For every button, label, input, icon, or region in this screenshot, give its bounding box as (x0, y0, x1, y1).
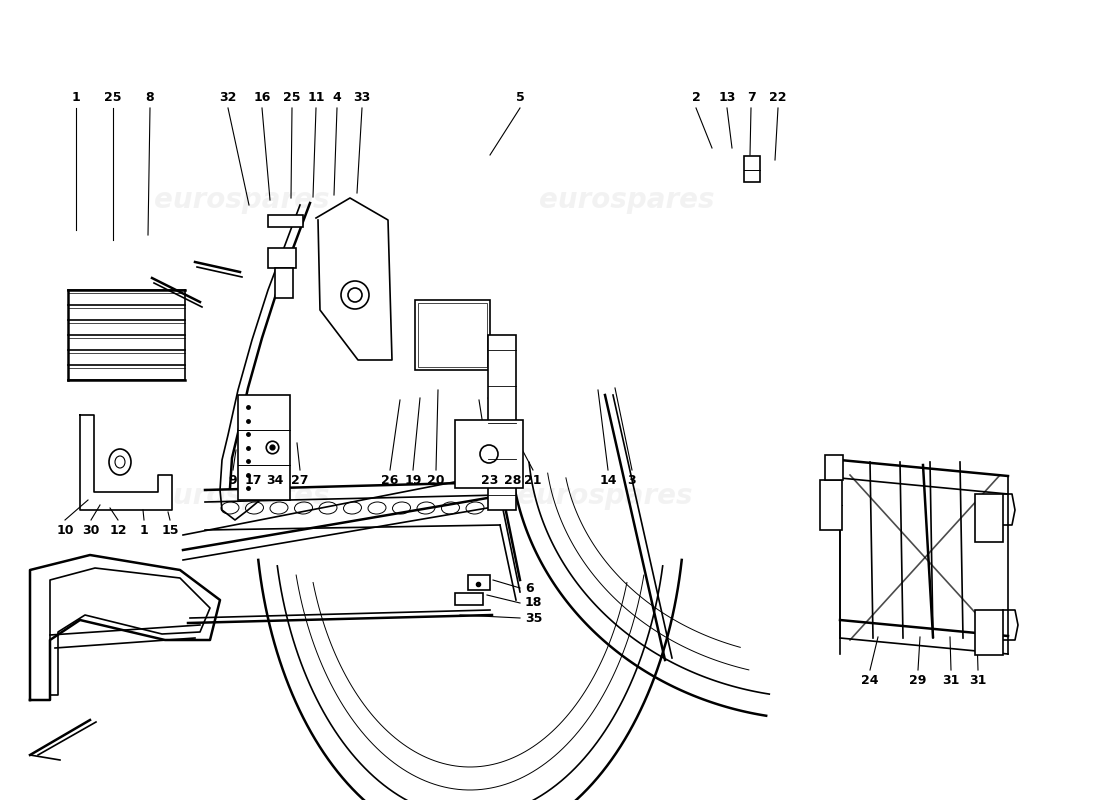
Text: 7: 7 (747, 91, 756, 104)
Text: eurospares: eurospares (154, 482, 330, 510)
Text: 34: 34 (266, 474, 284, 487)
Text: 29: 29 (910, 674, 926, 687)
FancyBboxPatch shape (268, 248, 296, 268)
Text: 1: 1 (140, 524, 148, 537)
Text: 12: 12 (109, 524, 126, 537)
Polygon shape (840, 460, 1008, 494)
FancyBboxPatch shape (820, 480, 842, 530)
Text: 2: 2 (692, 91, 701, 104)
Text: 21: 21 (525, 474, 541, 487)
FancyBboxPatch shape (744, 156, 760, 182)
Text: 19: 19 (405, 474, 421, 487)
FancyBboxPatch shape (975, 610, 1003, 655)
Text: 9: 9 (229, 474, 238, 487)
Text: 30: 30 (82, 524, 100, 537)
Text: 4: 4 (332, 91, 341, 104)
FancyBboxPatch shape (238, 395, 290, 500)
Text: 14: 14 (600, 474, 617, 487)
Text: 25: 25 (284, 91, 300, 104)
Text: 8: 8 (145, 91, 154, 104)
Text: 5: 5 (516, 91, 525, 104)
FancyBboxPatch shape (825, 455, 843, 480)
FancyBboxPatch shape (468, 575, 490, 590)
Text: 28: 28 (504, 474, 521, 487)
FancyBboxPatch shape (275, 268, 293, 298)
Text: 20: 20 (427, 474, 444, 487)
Text: 35: 35 (525, 611, 542, 625)
Text: 26: 26 (382, 474, 398, 487)
Text: 31: 31 (943, 674, 959, 687)
Text: 18: 18 (525, 597, 542, 610)
FancyBboxPatch shape (455, 420, 522, 488)
Text: 27: 27 (292, 474, 309, 487)
FancyBboxPatch shape (415, 300, 490, 370)
Polygon shape (316, 198, 392, 360)
Text: 3: 3 (628, 474, 636, 487)
FancyBboxPatch shape (455, 593, 483, 605)
Text: 10: 10 (56, 524, 74, 537)
Text: 1: 1 (72, 91, 80, 104)
FancyBboxPatch shape (975, 494, 1003, 542)
Text: eurospares: eurospares (154, 186, 330, 214)
Text: 15: 15 (162, 524, 178, 537)
Text: 16: 16 (253, 91, 271, 104)
Text: 11: 11 (307, 91, 324, 104)
Text: eurospares: eurospares (539, 186, 715, 214)
Polygon shape (840, 620, 1008, 654)
Text: 6: 6 (525, 582, 533, 594)
Text: eurospares: eurospares (517, 482, 693, 510)
Text: 23: 23 (482, 474, 498, 487)
Text: 25: 25 (104, 91, 122, 104)
Text: 33: 33 (353, 91, 371, 104)
Text: 17: 17 (244, 474, 262, 487)
FancyBboxPatch shape (488, 335, 516, 510)
Text: 13: 13 (718, 91, 736, 104)
Text: 22: 22 (769, 91, 786, 104)
Text: 32: 32 (219, 91, 236, 104)
Text: 31: 31 (969, 674, 987, 687)
Polygon shape (30, 555, 220, 700)
Ellipse shape (109, 449, 131, 475)
FancyBboxPatch shape (268, 215, 302, 227)
Text: 24: 24 (861, 674, 879, 687)
Polygon shape (80, 415, 172, 510)
